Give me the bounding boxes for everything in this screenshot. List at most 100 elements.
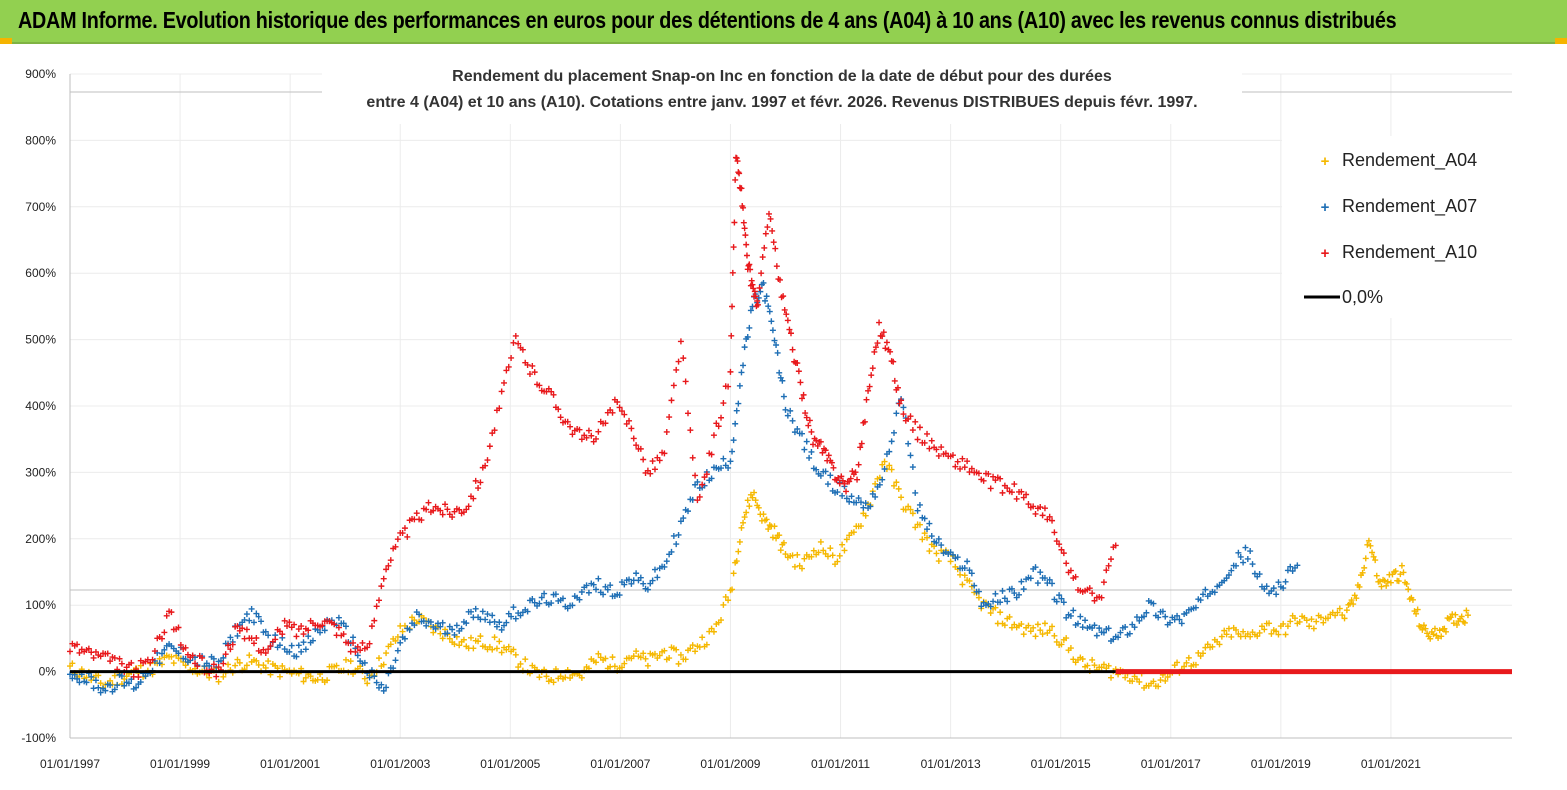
- data-point-rendement-a10: [789, 346, 796, 353]
- data-point-rendement-a04: [1306, 623, 1313, 630]
- data-point-rendement-a04: [675, 660, 682, 667]
- data-point-rendement-a10: [418, 517, 425, 524]
- data-point-rendement-a07: [590, 581, 597, 588]
- data-point-rendement-a04: [933, 550, 940, 557]
- data-point-rendement-a04: [1053, 638, 1060, 645]
- data-point-rendement-a10: [510, 339, 517, 346]
- data-point-rendement-a07: [1018, 578, 1025, 585]
- data-point-rendement-a10: [161, 629, 168, 636]
- data-point-rendement-a04: [815, 549, 822, 556]
- data-point-rendement-a10: [954, 458, 961, 465]
- data-point-rendement-a04: [720, 601, 727, 608]
- data-point-rendement-a10: [891, 377, 898, 384]
- data-point-rendement-a10: [830, 464, 837, 471]
- data-point-rendement-a10: [463, 506, 470, 513]
- data-point-rendement-a07: [243, 611, 250, 618]
- data-point-rendement-a07: [437, 623, 444, 630]
- data-point-rendement-a10: [689, 454, 696, 461]
- data-point-rendement-a10: [735, 169, 742, 176]
- data-point-rendement-a04: [1129, 678, 1136, 685]
- data-point-rendement-a07: [1247, 548, 1254, 555]
- data-point-rendement-a07: [376, 684, 382, 691]
- data-point-rendement-a04: [1181, 663, 1188, 670]
- data-point-rendement-a10: [670, 382, 677, 389]
- data-point-rendement-a10: [644, 467, 651, 474]
- data-point-rendement-a10: [149, 656, 156, 663]
- data-point-rendement-a07: [258, 618, 265, 625]
- data-point-rendement-a10: [567, 423, 574, 430]
- data-point-rendement-a07: [248, 605, 255, 612]
- data-point-rendement-a07: [1256, 571, 1263, 578]
- data-point-rendement-a10: [404, 533, 411, 540]
- data-point-rendement-a07: [335, 614, 342, 621]
- data-point-rendement-a04: [1221, 627, 1228, 634]
- data-point-rendement-a07: [569, 602, 576, 609]
- data-point-rendement-a10: [797, 379, 804, 386]
- data-point-rendement-a07: [997, 599, 1004, 606]
- data-point-rendement-a07: [604, 586, 611, 593]
- data-point-rendement-a10: [900, 411, 907, 418]
- data-point-rendement-a04: [1350, 601, 1357, 608]
- data-point-rendement-a04: [1325, 615, 1332, 622]
- data-point-rendement-a04: [829, 552, 836, 559]
- data-point-rendement-a10: [623, 420, 630, 427]
- data-point-rendement-a07: [912, 489, 919, 496]
- data-point-rendement-a10: [692, 472, 699, 479]
- data-point-rendement-a07: [780, 393, 787, 400]
- data-point-rendement-a10: [749, 281, 756, 288]
- data-point-rendement-a10: [847, 475, 854, 482]
- data-point-rendement-a04: [460, 636, 467, 643]
- data-point-rendement-a04: [1020, 631, 1027, 638]
- data-point-rendement-a10: [718, 414, 725, 421]
- data-point-rendement-a04: [364, 680, 371, 687]
- data-point-rendement-a07: [510, 604, 517, 611]
- data-point-rendement-a07: [121, 682, 128, 689]
- data-point-rendement-a04: [300, 678, 307, 685]
- data-point-rendement-a07: [651, 566, 658, 573]
- data-point-rendement-a10: [661, 450, 668, 457]
- data-point-rendement-a07: [822, 468, 829, 475]
- data-point-rendement-a04: [735, 548, 742, 555]
- data-point-rendement-a10: [364, 644, 371, 651]
- data-point-rendement-a04: [891, 482, 897, 489]
- data-point-rendement-a10: [340, 631, 347, 638]
- data-point-rendement-a07: [1011, 590, 1018, 597]
- data-point-rendement-a04: [888, 466, 895, 473]
- data-point-rendement-a07: [987, 603, 994, 610]
- data-point-rendement-a07: [265, 632, 272, 639]
- x-axis-ticks: 01/01/1997 01/01/1999 01/01/2001 01/01/2003…: [40, 757, 1421, 771]
- data-point-rendement-a04: [236, 659, 243, 666]
- data-point-rendement-a10: [703, 471, 710, 478]
- data-point-rendement-a10: [1072, 573, 1079, 580]
- data-point-rendement-a07: [1058, 595, 1065, 602]
- data-point-rendement-a10: [866, 383, 873, 390]
- data-point-rendement-a07: [1115, 634, 1122, 641]
- data-point-rendement-a04: [959, 581, 966, 588]
- data-point-rendement-a10: [808, 428, 815, 435]
- data-point-rendement-a07: [1091, 622, 1098, 629]
- data-point-rendement-a07: [1105, 625, 1112, 632]
- data-point-rendement-a04: [1136, 678, 1143, 685]
- data-point-rendement-a10: [1018, 488, 1025, 495]
- data-point-rendement-a04: [924, 534, 931, 541]
- data-point-rendement-a07: [458, 625, 465, 632]
- data-point-rendement-a07: [673, 541, 680, 548]
- data-point-rendement-a10: [729, 269, 736, 276]
- data-point-rendement-a10: [177, 642, 184, 649]
- data-point-rendement-a07: [234, 632, 241, 639]
- data-point-rendement-a10: [783, 311, 790, 318]
- data-point-rendement-a04: [1419, 626, 1426, 633]
- data-point-rendement-a10: [618, 408, 625, 415]
- data-point-rendement-a10: [284, 623, 291, 630]
- data-point-rendement-a04: [827, 545, 834, 552]
- data-point-rendement-a10: [926, 445, 933, 452]
- data-point-rendement-a07: [595, 575, 602, 582]
- data-point-rendement-a10: [92, 648, 99, 655]
- x-tick-label: 01/01/2001: [260, 757, 320, 771]
- data-point-rendement-a07: [654, 574, 661, 581]
- data-point-rendement-a04: [265, 658, 272, 665]
- data-point-rendement-a10: [675, 358, 682, 365]
- data-point-rendement-a10: [1098, 594, 1105, 601]
- data-point-rendement-a07: [1070, 607, 1077, 614]
- data-point-rendement-a10: [651, 466, 658, 473]
